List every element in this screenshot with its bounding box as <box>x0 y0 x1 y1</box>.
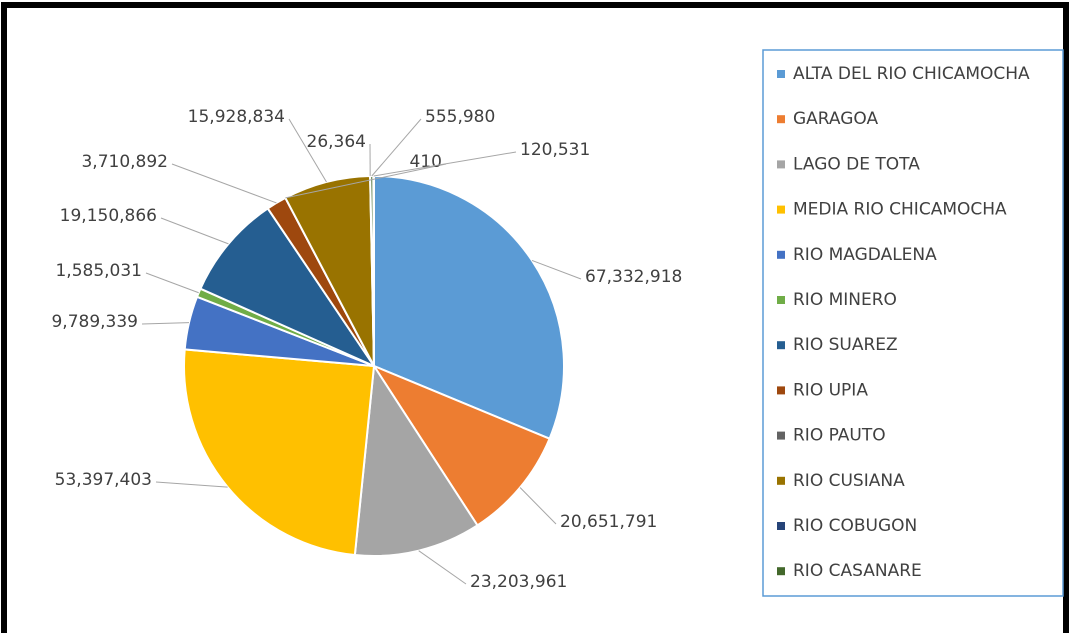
legend-swatch <box>777 522 785 530</box>
legend-swatch <box>777 70 785 78</box>
legend-swatch <box>777 251 785 259</box>
data-label: 3,710,892 <box>81 152 168 172</box>
data-label: 26,364 <box>307 132 366 152</box>
legend-label: GARAGOA <box>793 109 879 129</box>
legend-label: RIO PAUTO <box>793 426 886 446</box>
data-label: 53,397,403 <box>55 470 152 490</box>
legend-label: RIO CASANARE <box>793 561 922 581</box>
legend-label: ALTA DEL RIO CHICAMOCHA <box>793 64 1030 84</box>
legend-swatch <box>777 386 785 394</box>
legend-swatch <box>777 477 785 485</box>
data-label: 120,531 <box>520 140 590 160</box>
legend-swatch <box>777 160 785 168</box>
data-label: 20,651,791 <box>560 512 657 532</box>
legend-label: RIO CUSIANA <box>793 471 905 491</box>
legend-label: LAGO DE TOTA <box>793 154 920 174</box>
legend-label: RIO COBUGON <box>793 516 917 536</box>
data-label: 555,980 <box>425 107 495 127</box>
data-label: 15,928,834 <box>188 107 285 127</box>
legend-swatch <box>777 296 785 304</box>
legend-swatch <box>777 432 785 440</box>
legend-box <box>763 50 1063 596</box>
pie-slice <box>373 176 374 366</box>
data-label: 19,150,866 <box>60 206 157 226</box>
legend-label: RIO SUAREZ <box>793 335 898 355</box>
legend-swatch <box>777 206 785 214</box>
data-label: 67,332,918 <box>585 267 682 287</box>
legend-label: RIO MAGDALENA <box>793 245 937 265</box>
legend-label: MEDIA RIO CHICAMOCHA <box>793 200 1007 220</box>
legend-label: RIO MINERO <box>793 290 897 310</box>
legend-label: RIO UPIA <box>793 380 868 400</box>
data-label: 1,585,031 <box>55 261 142 281</box>
data-label: 23,203,961 <box>470 572 567 592</box>
legend-swatch <box>777 567 785 575</box>
legend-swatch <box>777 341 785 349</box>
legend-swatch <box>777 115 785 123</box>
data-label: 9,789,339 <box>51 312 138 332</box>
